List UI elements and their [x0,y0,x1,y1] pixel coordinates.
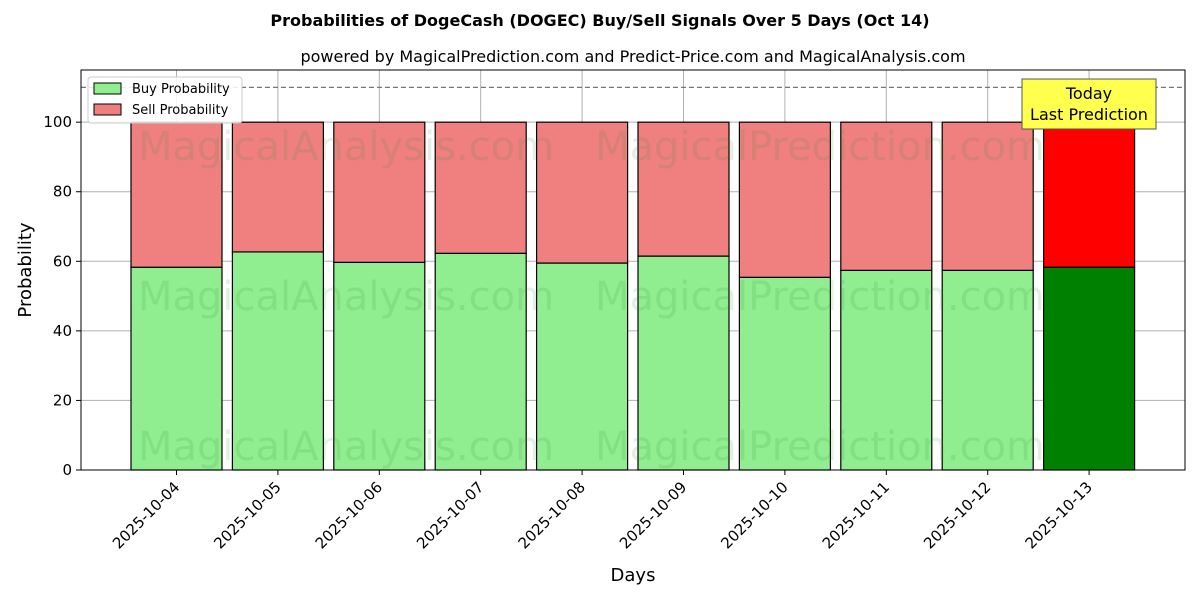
buy-bar [738,276,832,471]
x-tick-label: 2025-10-13 [1022,478,1096,552]
chart-title: Probabilities of DogeCash (DOGEC) Buy/Se… [270,11,929,30]
sell-bar [637,121,730,257]
x-axis-label: Days [611,565,656,586]
annotation-text: Today [1065,84,1112,103]
x-tick-label: 2025-10-09 [616,478,690,552]
sell-bar [840,121,933,271]
watermark-text: MagicalAnalysis.com [138,274,554,320]
legend-swatch [93,82,122,95]
x-tick-label: 2025-10-06 [312,478,386,552]
buy-bar [333,261,426,471]
y-tick-label: 40 [53,322,72,340]
annotation-text: Last Prediction [1030,105,1148,124]
y-tick-label: 100 [43,113,72,131]
x-tick-label: 2025-10-11 [819,478,893,552]
buy-bar [130,266,223,471]
buy-bar [1042,266,1136,471]
watermark-text: MagicalAnalysis.com [138,124,554,170]
watermark-text: MagicalAnalysis.com [138,424,554,470]
sell-bar [130,121,223,268]
buy-bar [941,269,1034,471]
y-axis: 0 20 40 60 80 100 [43,113,81,479]
plot-frame [80,69,1186,471]
y-tick-label: 0 [62,461,72,479]
x-axis: 2025-10-04 2025-10-05 2025-10-06 2025-10-07… [109,470,1096,552]
buy-bar [840,269,933,471]
legend: Buy Probability Sell Probability [87,76,243,124]
y-tick-label: 20 [53,391,72,409]
legend-swatch [93,103,122,116]
sell-bar [231,121,324,253]
y-axis-label: Probability [15,222,36,317]
bars [130,121,1136,471]
buy-bar [637,255,730,471]
sell-bar [434,121,527,254]
buy-bar [535,262,629,471]
x-tick-label: 2025-10-12 [920,478,994,552]
x-tick-label: 2025-10-08 [515,478,589,552]
watermark-text: MagicalPrediction.com [595,274,1045,320]
watermark-text: MagicalPrediction.com [595,424,1045,470]
sell-bar [1042,121,1136,268]
sell-bar [535,121,629,264]
sell-bar [738,121,832,278]
sell-bar [941,121,1034,271]
sell-bar [333,121,426,263]
legend-label: Buy Probability [132,82,230,97]
watermarks: MagicalAnalysis.com MagicalPrediction.com… [138,124,1045,470]
chart-subtitle: powered by MagicalPrediction.com and Pre… [300,47,965,66]
x-tick-label: 2025-10-05 [210,478,284,552]
x-tick-label: 2025-10-07 [413,478,487,552]
today-annotation: Today Last Prediction [1021,78,1157,130]
y-tick-label: 80 [53,183,72,201]
x-tick-label: 2025-10-04 [109,478,183,552]
buy-bar [434,252,527,471]
y-tick-label: 60 [53,252,72,270]
annotation-box [1021,78,1157,130]
legend-label: Sell Probability [132,103,229,118]
legend-box [87,76,243,124]
watermark-text: MagicalPrediction.com [595,124,1045,170]
x-tick-label: 2025-10-10 [717,478,791,552]
